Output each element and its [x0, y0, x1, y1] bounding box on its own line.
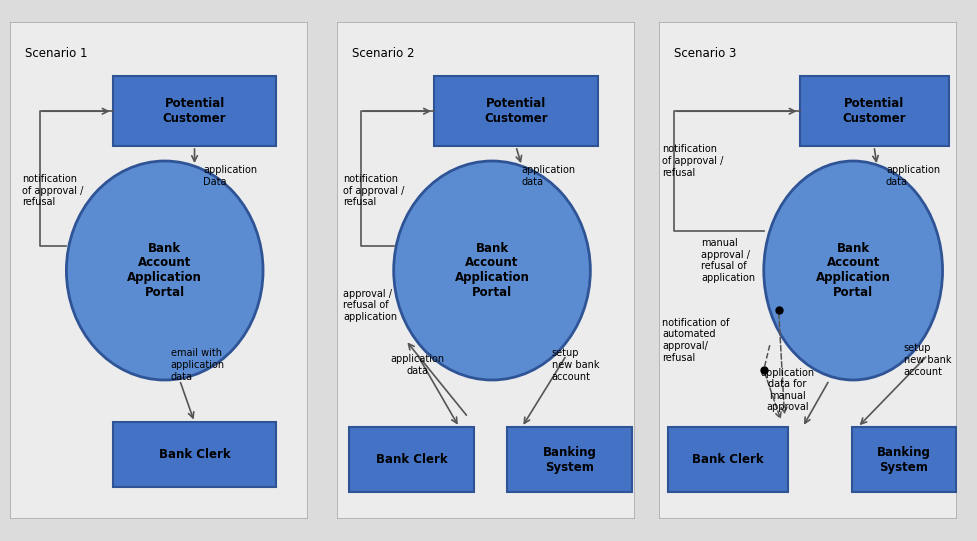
Text: notification
of approval /
refusal: notification of approval / refusal: [343, 174, 404, 207]
Text: Bank
Account
Application
Portal: Bank Account Application Portal: [454, 241, 530, 300]
FancyBboxPatch shape: [349, 427, 474, 492]
FancyBboxPatch shape: [659, 22, 957, 519]
Text: approval /
refusal of
application: approval / refusal of application: [343, 289, 397, 322]
Ellipse shape: [764, 161, 943, 380]
Text: manual
approval /
refusal of
application: manual approval / refusal of application: [701, 238, 755, 283]
Text: email with
application
data: email with application data: [171, 348, 225, 381]
Text: Banking
System: Banking System: [542, 446, 596, 473]
Ellipse shape: [66, 161, 263, 380]
FancyBboxPatch shape: [112, 423, 276, 487]
Text: application
data: application data: [886, 165, 940, 187]
Text: application
data: application data: [391, 354, 445, 376]
Text: notification
of approval /
refusal: notification of approval / refusal: [662, 144, 724, 177]
Text: setup
new bank
account: setup new bank account: [552, 348, 599, 381]
Text: Potential
Customer: Potential Customer: [842, 97, 906, 125]
Text: Bank Clerk: Bank Clerk: [692, 453, 764, 466]
Text: Banking
System: Banking System: [877, 446, 931, 473]
Text: application
data for
manual
approval: application data for manual approval: [760, 367, 815, 412]
Text: Bank
Account
Application
Portal: Bank Account Application Portal: [816, 241, 891, 300]
Ellipse shape: [394, 161, 590, 380]
FancyBboxPatch shape: [337, 22, 635, 519]
Text: Potential
Customer: Potential Customer: [163, 97, 227, 125]
Text: Bank Clerk: Bank Clerk: [376, 453, 447, 466]
Text: Scenario 1: Scenario 1: [24, 47, 87, 60]
FancyBboxPatch shape: [668, 427, 787, 492]
FancyBboxPatch shape: [799, 76, 949, 146]
Text: notification
of approval /
refusal: notification of approval / refusal: [21, 174, 83, 207]
Text: Scenario 2: Scenario 2: [352, 47, 414, 60]
FancyBboxPatch shape: [434, 76, 598, 146]
Text: Bank
Account
Application
Portal: Bank Account Application Portal: [127, 241, 202, 300]
Text: setup
new bank
account: setup new bank account: [904, 344, 952, 377]
Text: notification of
automated
approval/
refusal: notification of automated approval/ refu…: [662, 318, 730, 362]
FancyBboxPatch shape: [852, 427, 956, 492]
Text: Bank Clerk: Bank Clerk: [158, 448, 231, 461]
Text: Scenario 3: Scenario 3: [674, 47, 737, 60]
FancyBboxPatch shape: [507, 427, 632, 492]
FancyBboxPatch shape: [10, 22, 308, 519]
Text: Potential
Customer: Potential Customer: [484, 97, 548, 125]
FancyBboxPatch shape: [112, 76, 276, 146]
Text: application
data: application data: [522, 165, 575, 187]
Text: application
Data: application Data: [203, 165, 258, 187]
